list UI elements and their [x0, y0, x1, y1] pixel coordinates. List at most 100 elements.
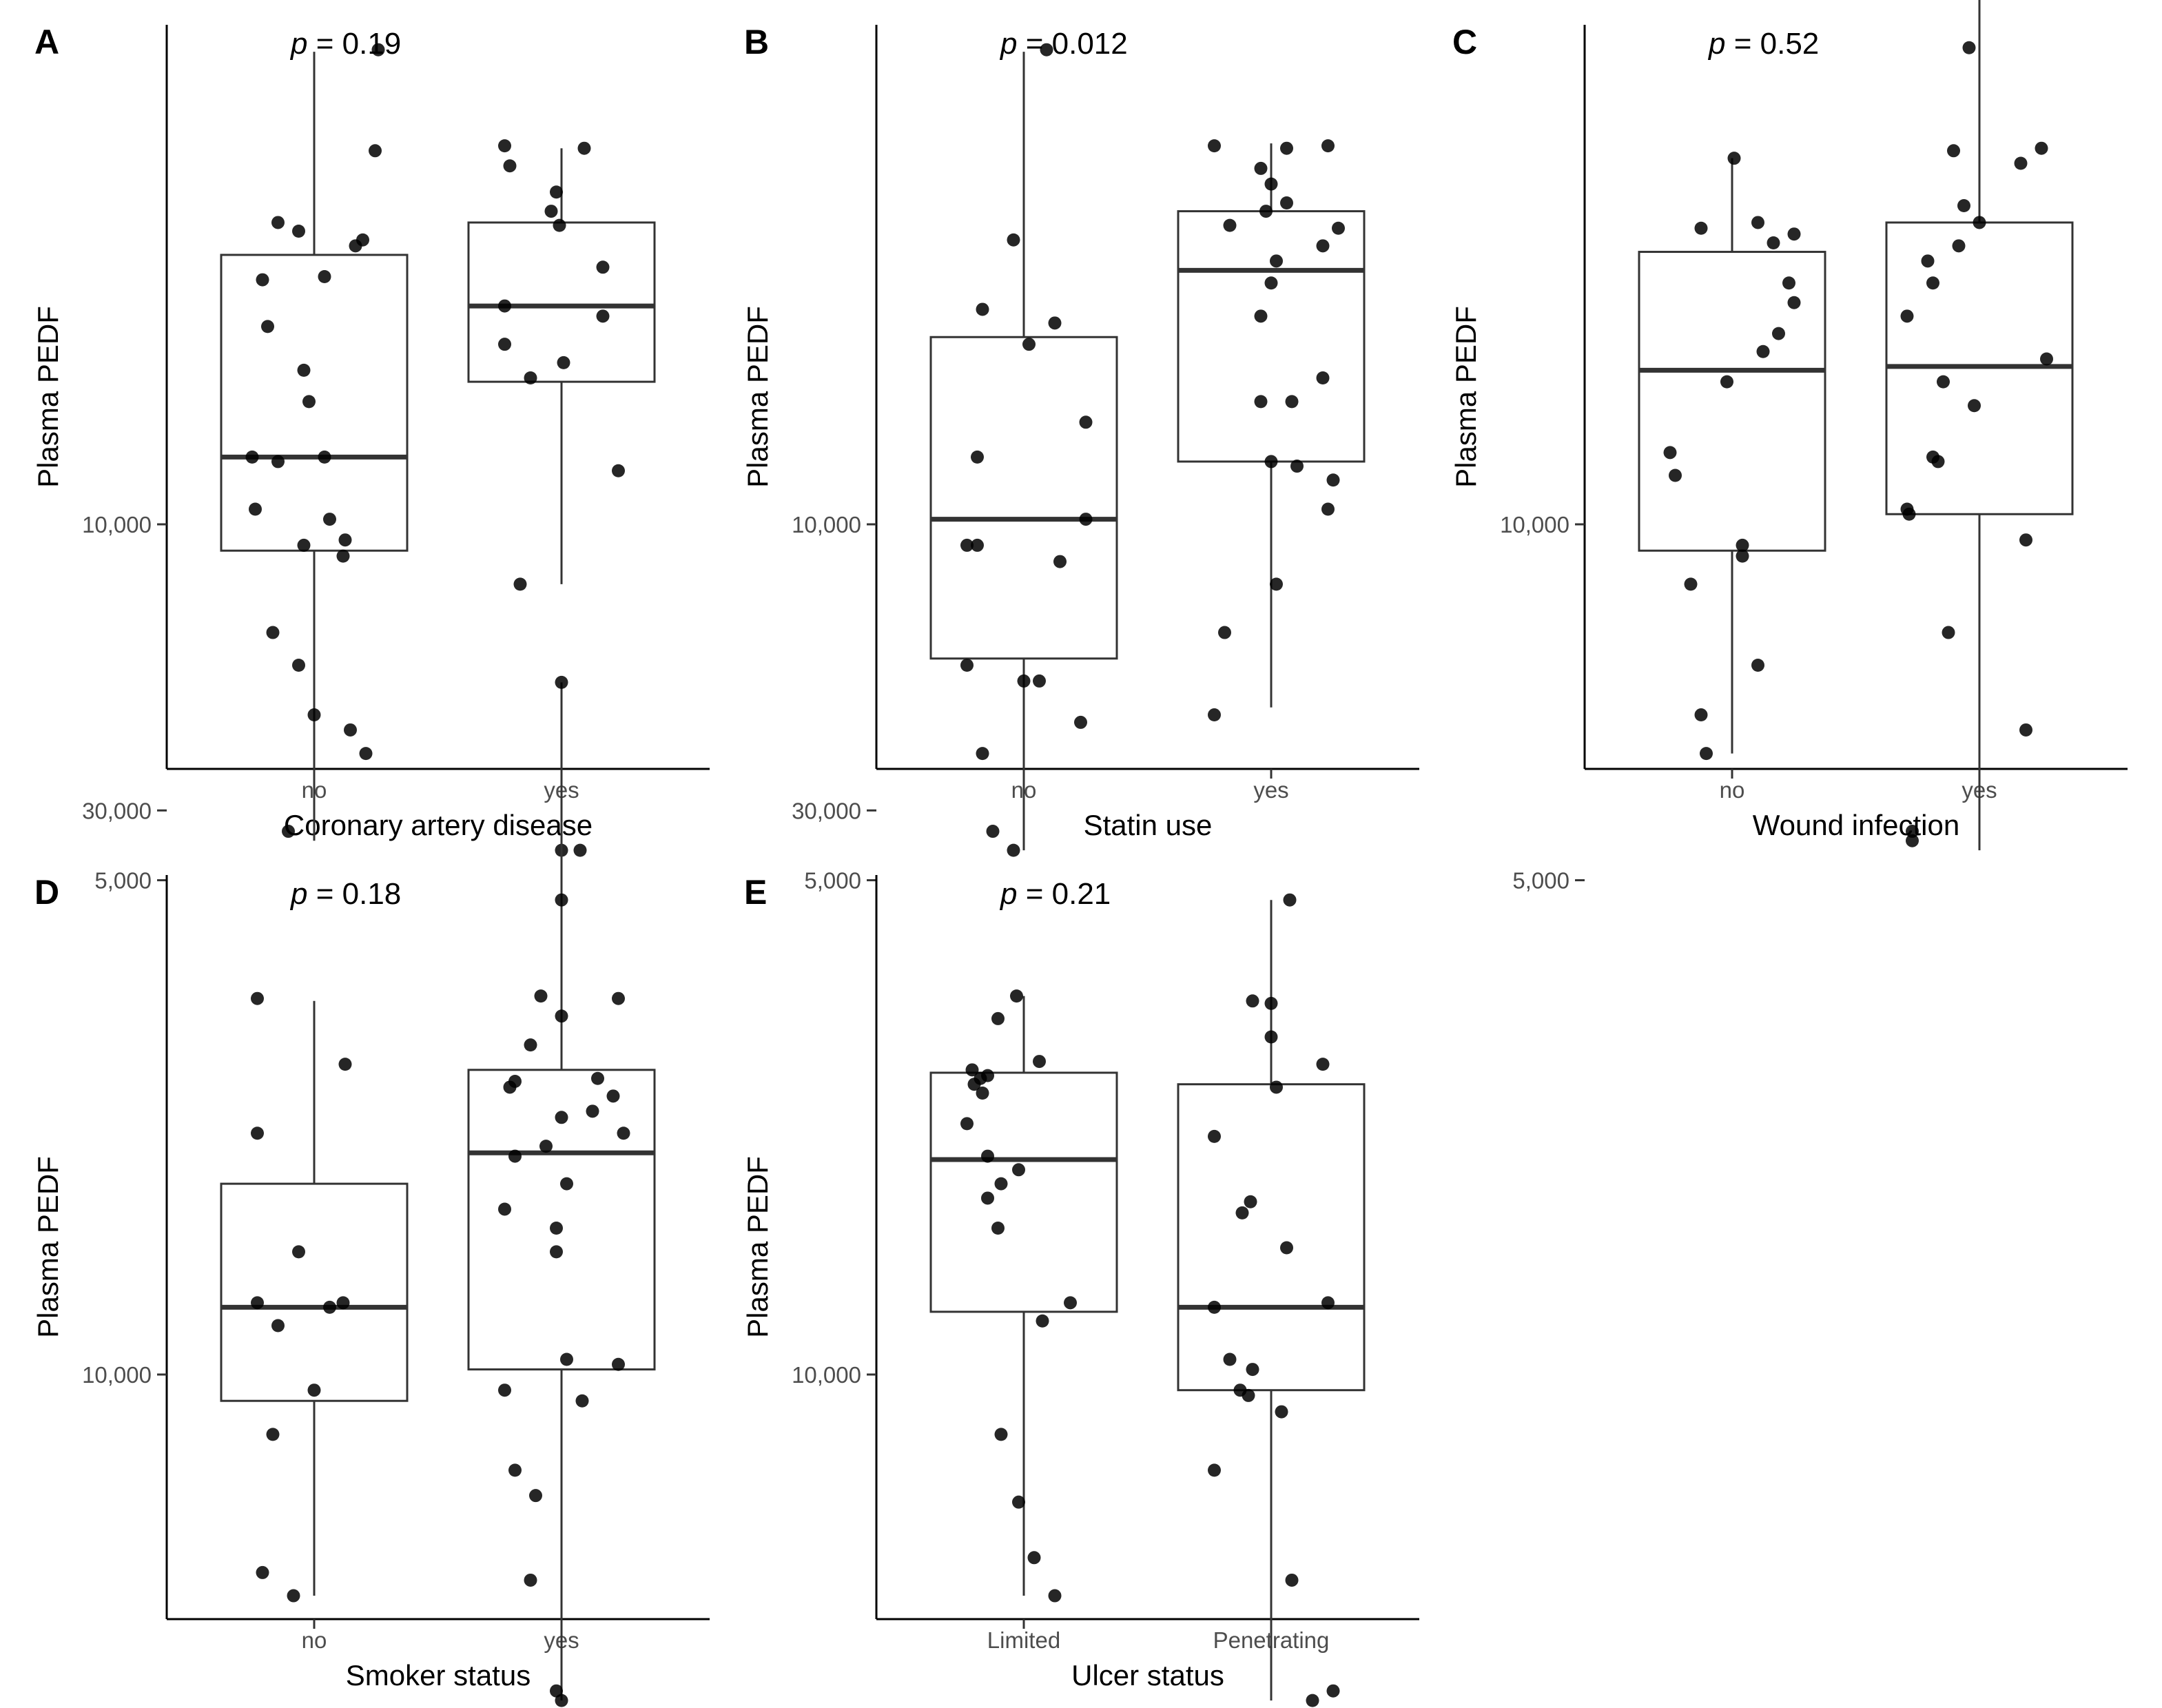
iqr-box [929, 336, 1118, 660]
data-point [981, 1149, 994, 1163]
data-point [524, 371, 537, 384]
data-point [550, 185, 563, 199]
data-point [591, 1071, 604, 1085]
data-point [282, 825, 295, 838]
panel-label: D [34, 873, 59, 912]
data-point [1040, 43, 1053, 56]
data-point [1663, 446, 1677, 460]
data-point [1074, 715, 1087, 729]
data-point [1208, 1300, 1221, 1314]
data-point [1321, 1296, 1335, 1310]
data-point [1900, 309, 1914, 323]
data-point [1254, 309, 1268, 323]
data-point [586, 1104, 599, 1118]
data-point [2014, 156, 2028, 170]
data-point [612, 464, 625, 477]
panel-label: A [34, 23, 59, 61]
panel-label: C [1452, 23, 1477, 61]
data-point [1012, 1495, 1025, 1509]
data-point [960, 659, 974, 672]
data-point [1316, 1058, 1330, 1071]
y-tick-label: 10,000 [792, 1362, 861, 1388]
data-point [1079, 513, 1093, 526]
data-point [560, 1177, 573, 1191]
data-point [1264, 276, 1278, 290]
iqr-box [1177, 1083, 1366, 1392]
x-tick-label: no [1720, 777, 1745, 803]
data-point [323, 513, 336, 526]
data-point [1280, 1241, 1293, 1255]
data-point [1264, 455, 1278, 469]
data-point [555, 1111, 568, 1124]
data-point [553, 218, 566, 232]
data-point [960, 538, 974, 552]
data-point [557, 356, 570, 369]
data-point [575, 1394, 589, 1408]
p-value-number: 0.19 [342, 27, 402, 61]
data-point [1033, 1055, 1046, 1069]
data-point [297, 538, 311, 552]
data-point [1208, 139, 1221, 153]
data-point [498, 338, 511, 351]
data-point [1973, 216, 1986, 229]
data-point [1048, 316, 1062, 330]
data-point [529, 1489, 542, 1503]
data-point [1316, 239, 1330, 253]
y-tick-label: 10,000 [1500, 512, 1569, 537]
data-point [302, 395, 316, 409]
data-point [498, 299, 511, 313]
data-point [1270, 254, 1283, 268]
panel-e: Ep = 0.215,00010,00030,000LimitedPenetra… [741, 674, 1419, 1707]
x-axis-title: Wound infection [1753, 809, 1959, 841]
data-point [1926, 276, 1939, 290]
p-value-number: 0.18 [342, 877, 402, 911]
data-point [1208, 708, 1221, 722]
data-point [1756, 344, 1770, 358]
data-point [292, 224, 305, 238]
data-point [271, 455, 285, 469]
data-point [1027, 1551, 1041, 1565]
data-point [1208, 1129, 1221, 1143]
box-no [1638, 158, 1826, 754]
data-point [1326, 1684, 1340, 1698]
data-point [2040, 352, 2053, 366]
data-point [2019, 533, 2032, 547]
data-point [292, 659, 305, 672]
data-point [1048, 1589, 1062, 1603]
data-point [287, 1589, 300, 1603]
data-point [1942, 626, 1955, 639]
data-point [1727, 152, 1741, 165]
data-point [338, 1058, 352, 1071]
x-tick-label: Limited [987, 1627, 1060, 1653]
panel-label: B [744, 23, 769, 61]
data-point [318, 450, 331, 464]
data-point [1285, 1573, 1299, 1587]
p-equals: = [1725, 27, 1760, 61]
data-point [251, 991, 264, 1005]
panel-label: E [744, 873, 767, 912]
data-point [550, 1221, 563, 1235]
y-axis-title: Plasma PEDF [741, 1156, 774, 1338]
y-tick-label: 5,000 [804, 868, 861, 894]
data-point [271, 216, 285, 229]
y-tick-label: 30,000 [792, 798, 861, 823]
data-point [245, 450, 259, 464]
data-point [307, 1383, 321, 1397]
data-point [1064, 1296, 1077, 1310]
data-point [1259, 205, 1273, 218]
data-point [1242, 1388, 1255, 1402]
data-points [245, 43, 625, 857]
data-points [251, 675, 630, 1707]
data-point [323, 1300, 336, 1314]
data-point [555, 1009, 568, 1023]
data-point [1280, 141, 1293, 155]
x-axis-title: Smoker status [346, 1659, 531, 1691]
data-point [1321, 502, 1335, 516]
data-point [1326, 473, 1340, 487]
data-point [550, 1245, 563, 1259]
data-point [1270, 1080, 1283, 1094]
data-point [524, 1038, 537, 1052]
